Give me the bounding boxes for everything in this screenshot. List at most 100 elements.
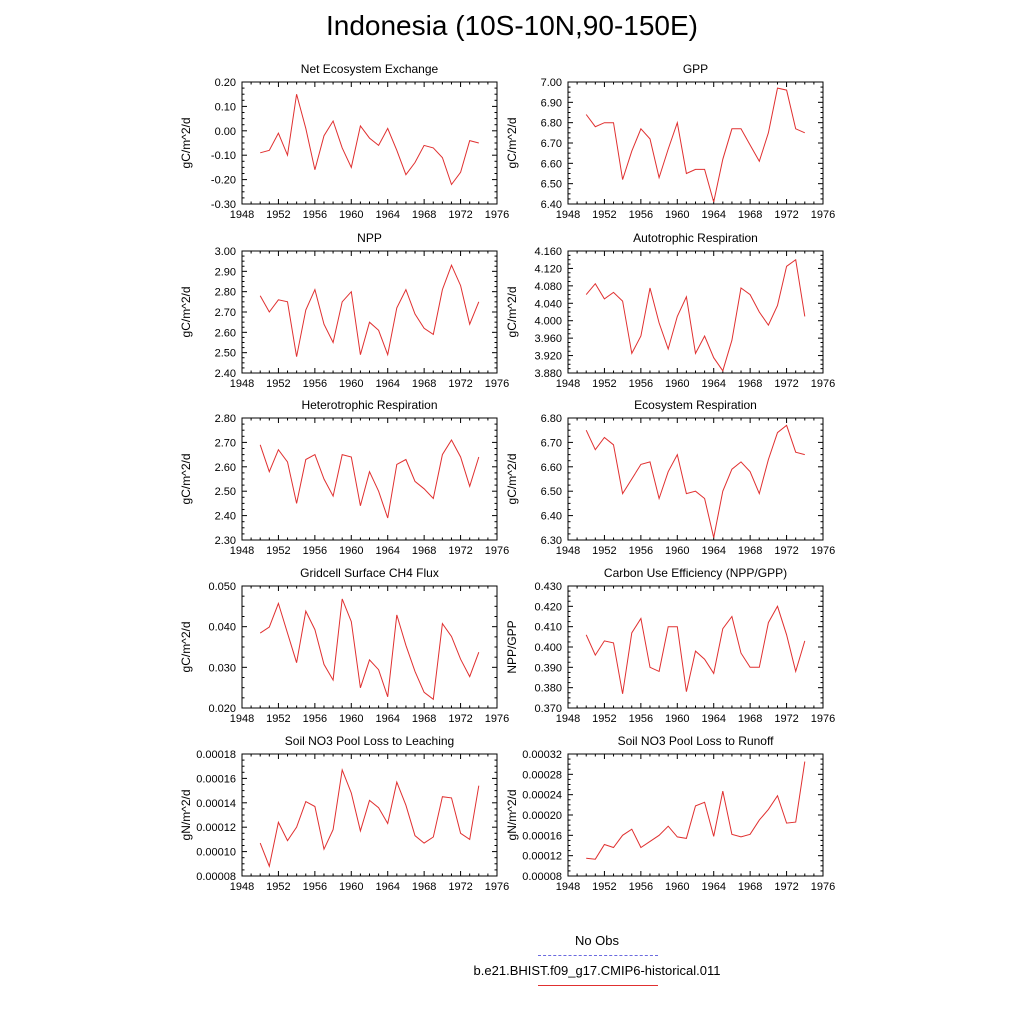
- y-tick-label: 0.050: [208, 581, 236, 593]
- x-tick-label: 1956: [629, 881, 653, 893]
- y-tick-label: 2.50: [215, 348, 236, 360]
- x-tick-label: 1972: [448, 209, 472, 221]
- y-axis-label: gC/m^2/d: [179, 454, 193, 505]
- series-line: [259, 439, 480, 519]
- legend-model-line: [538, 985, 658, 986]
- x-tick-label: 1976: [485, 545, 509, 557]
- y-tick-label: 6.50: [541, 486, 562, 498]
- y-tick-label: 6.60: [541, 462, 562, 474]
- chart-title: Net Ecosystem Exchange: [301, 62, 439, 76]
- plot-frame: [241, 585, 498, 709]
- y-tick-label: 0.020: [208, 703, 236, 715]
- x-tick-label: 1952: [592, 881, 616, 893]
- x-tick-label: 1972: [774, 545, 798, 557]
- x-tick-label: 1968: [412, 209, 436, 221]
- y-tick-label: -0.10: [211, 150, 236, 162]
- x-tick-label: 1968: [412, 713, 436, 725]
- x-tick-label: 1968: [738, 713, 762, 725]
- x-tick-label: 1964: [701, 209, 725, 221]
- x-tick-label: 1976: [811, 378, 835, 390]
- y-tick-label: 6.30: [541, 535, 562, 547]
- y-tick-label: 4.080: [534, 281, 562, 293]
- y-axis-label: gC/m^2/d: [179, 118, 193, 169]
- x-tick-label: 1972: [774, 881, 798, 893]
- x-tick-label: 1948: [556, 881, 580, 893]
- x-tick-label: 1956: [303, 881, 327, 893]
- chart-panel-1: Net Ecosystem Exchange gC/m^2/d 1948 1952 19…: [179, 62, 509, 221]
- y-tick-label: 6.90: [541, 97, 562, 109]
- x-tick-label: 1976: [485, 881, 509, 893]
- y-tick-label: 3.960: [534, 333, 562, 345]
- y-tick-label: 2.30: [215, 535, 236, 547]
- x-tick-label: 1964: [701, 713, 725, 725]
- y-tick-label: 7.00: [541, 77, 562, 89]
- y-tick-label: 6.80: [541, 413, 562, 425]
- x-tick-label: 1948: [230, 378, 254, 390]
- x-tick-label: 1964: [375, 209, 399, 221]
- chart-title: Autotrophic Respiration: [633, 231, 758, 245]
- y-tick-label: 0.370: [534, 703, 562, 715]
- x-tick-label: 1972: [448, 378, 472, 390]
- plot-frame: [567, 417, 824, 541]
- x-tick-label: 1968: [412, 378, 436, 390]
- y-axis-label: gC/m^2/d: [505, 118, 519, 169]
- y-tick-label: 0.10: [215, 101, 236, 113]
- x-tick-label: 1948: [556, 209, 580, 221]
- y-tick-label: 2.70: [215, 307, 236, 319]
- series-line: [585, 424, 805, 538]
- series-line: [259, 263, 480, 357]
- x-tick-label: 1952: [266, 713, 290, 725]
- x-tick-label: 1948: [230, 545, 254, 557]
- y-tick-label: 0.00012: [522, 851, 562, 863]
- chart-panel-7: Gridcell Surface CH4 Flux gC/m^2/d 1948 195…: [179, 566, 509, 725]
- y-tick-label: 0.00008: [196, 871, 236, 883]
- y-tick-label: 0.00028: [522, 769, 562, 781]
- x-tick-label: 1960: [339, 545, 363, 557]
- x-tick-label: 1956: [303, 209, 327, 221]
- chart-title: Ecosystem Respiration: [634, 398, 757, 412]
- x-tick-label: 1964: [375, 545, 399, 557]
- x-tick-label: 1948: [556, 713, 580, 725]
- x-tick-label: 1976: [811, 545, 835, 557]
- y-tick-label: 6.70: [541, 138, 562, 150]
- x-tick-label: 1976: [485, 209, 509, 221]
- x-tick-label: 1964: [375, 713, 399, 725]
- x-tick-label: 1948: [230, 881, 254, 893]
- y-tick-label: 4.160: [534, 246, 562, 258]
- x-tick-label: 1976: [811, 881, 835, 893]
- y-tick-label: 0.040: [208, 622, 236, 634]
- x-tick-label: 1960: [665, 378, 689, 390]
- x-tick-label: 1972: [448, 713, 472, 725]
- x-tick-label: 1964: [375, 881, 399, 893]
- chart-panel-6: Ecosystem Respiration gC/m^2/d 1948 1952 195…: [505, 398, 835, 557]
- series-line: [260, 94, 479, 186]
- plot-frame: [241, 250, 498, 374]
- y-tick-label: 3.880: [534, 368, 562, 380]
- x-tick-label: 1976: [811, 713, 835, 725]
- x-tick-label: 1964: [701, 545, 725, 557]
- plot-frame: [241, 417, 498, 541]
- x-tick-label: 1964: [701, 881, 725, 893]
- series-line: [585, 87, 806, 203]
- x-tick-label: 1952: [266, 545, 290, 557]
- y-tick-label: 0.00014: [196, 798, 236, 810]
- y-tick-label: 4.000: [534, 316, 562, 328]
- y-tick-label: 0.390: [534, 662, 562, 674]
- series-line: [585, 258, 806, 372]
- chart-panel-4: Autotrophic Respiration gC/m^2/d 1948 1952 1…: [505, 231, 835, 390]
- y-tick-label: 6.60: [541, 158, 562, 170]
- x-tick-label: 1972: [448, 881, 472, 893]
- x-tick-label: 1952: [592, 713, 616, 725]
- chart-panel-3: NPP gC/m^2/d 1948 1952 1956 1960 1964 1968 1972 1…: [179, 231, 509, 390]
- series-line: [585, 605, 806, 694]
- y-tick-label: 6.50: [541, 179, 562, 191]
- y-axis-label: gN/m^2/d: [179, 790, 193, 841]
- chart-panel-8: Carbon Use Efficiency (NPP/GPP) NPP/GPP 19…: [505, 566, 835, 725]
- x-tick-label: 1948: [230, 209, 254, 221]
- y-axis-label: gC/m^2/d: [505, 287, 519, 338]
- x-tick-label: 1972: [774, 713, 798, 725]
- x-tick-label: 1960: [665, 713, 689, 725]
- chart-panel-9: Soil NO3 Pool Loss to Leaching gN/m^2/d 19…: [179, 734, 509, 893]
- x-tick-label: 1960: [665, 545, 689, 557]
